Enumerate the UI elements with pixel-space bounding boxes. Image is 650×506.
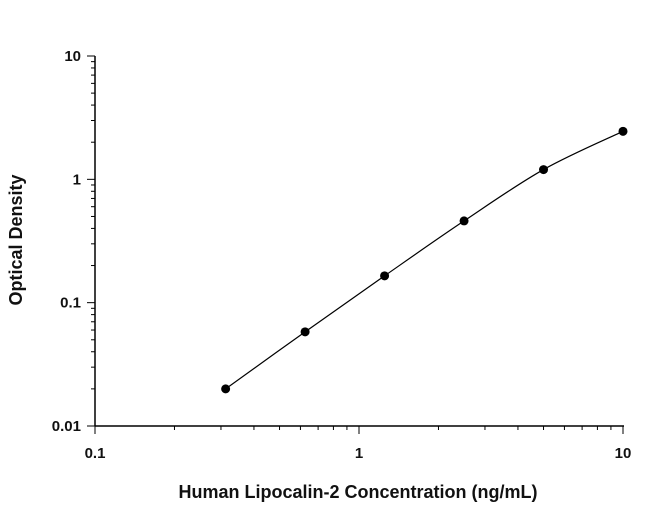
- data-point: [380, 271, 390, 281]
- fit-curve-layer: [225, 130, 624, 390]
- data-point: [459, 216, 469, 226]
- x-tick-label: 1: [355, 445, 363, 462]
- data-point: [618, 126, 628, 136]
- axes: [94, 56, 624, 427]
- x-tick-label: 10: [615, 445, 632, 462]
- data-point: [539, 165, 549, 175]
- y-tick-label: 0.1: [60, 295, 81, 312]
- x-tick-label: 0.1: [85, 445, 106, 462]
- data-points: [221, 126, 628, 394]
- y-axis-title: Optical Density: [6, 174, 26, 305]
- y-tick-label: 10: [64, 48, 81, 65]
- x-axis-title: Human Lipocalin-2 Concentration (ng/mL): [179, 482, 538, 502]
- axis-ticks: [87, 55, 624, 434]
- y-tick-label: 0.01: [52, 418, 81, 435]
- data-point: [221, 384, 231, 394]
- y-tick-label: 1: [73, 171, 81, 188]
- fit-curve: [225, 130, 624, 390]
- data-point: [300, 327, 310, 337]
